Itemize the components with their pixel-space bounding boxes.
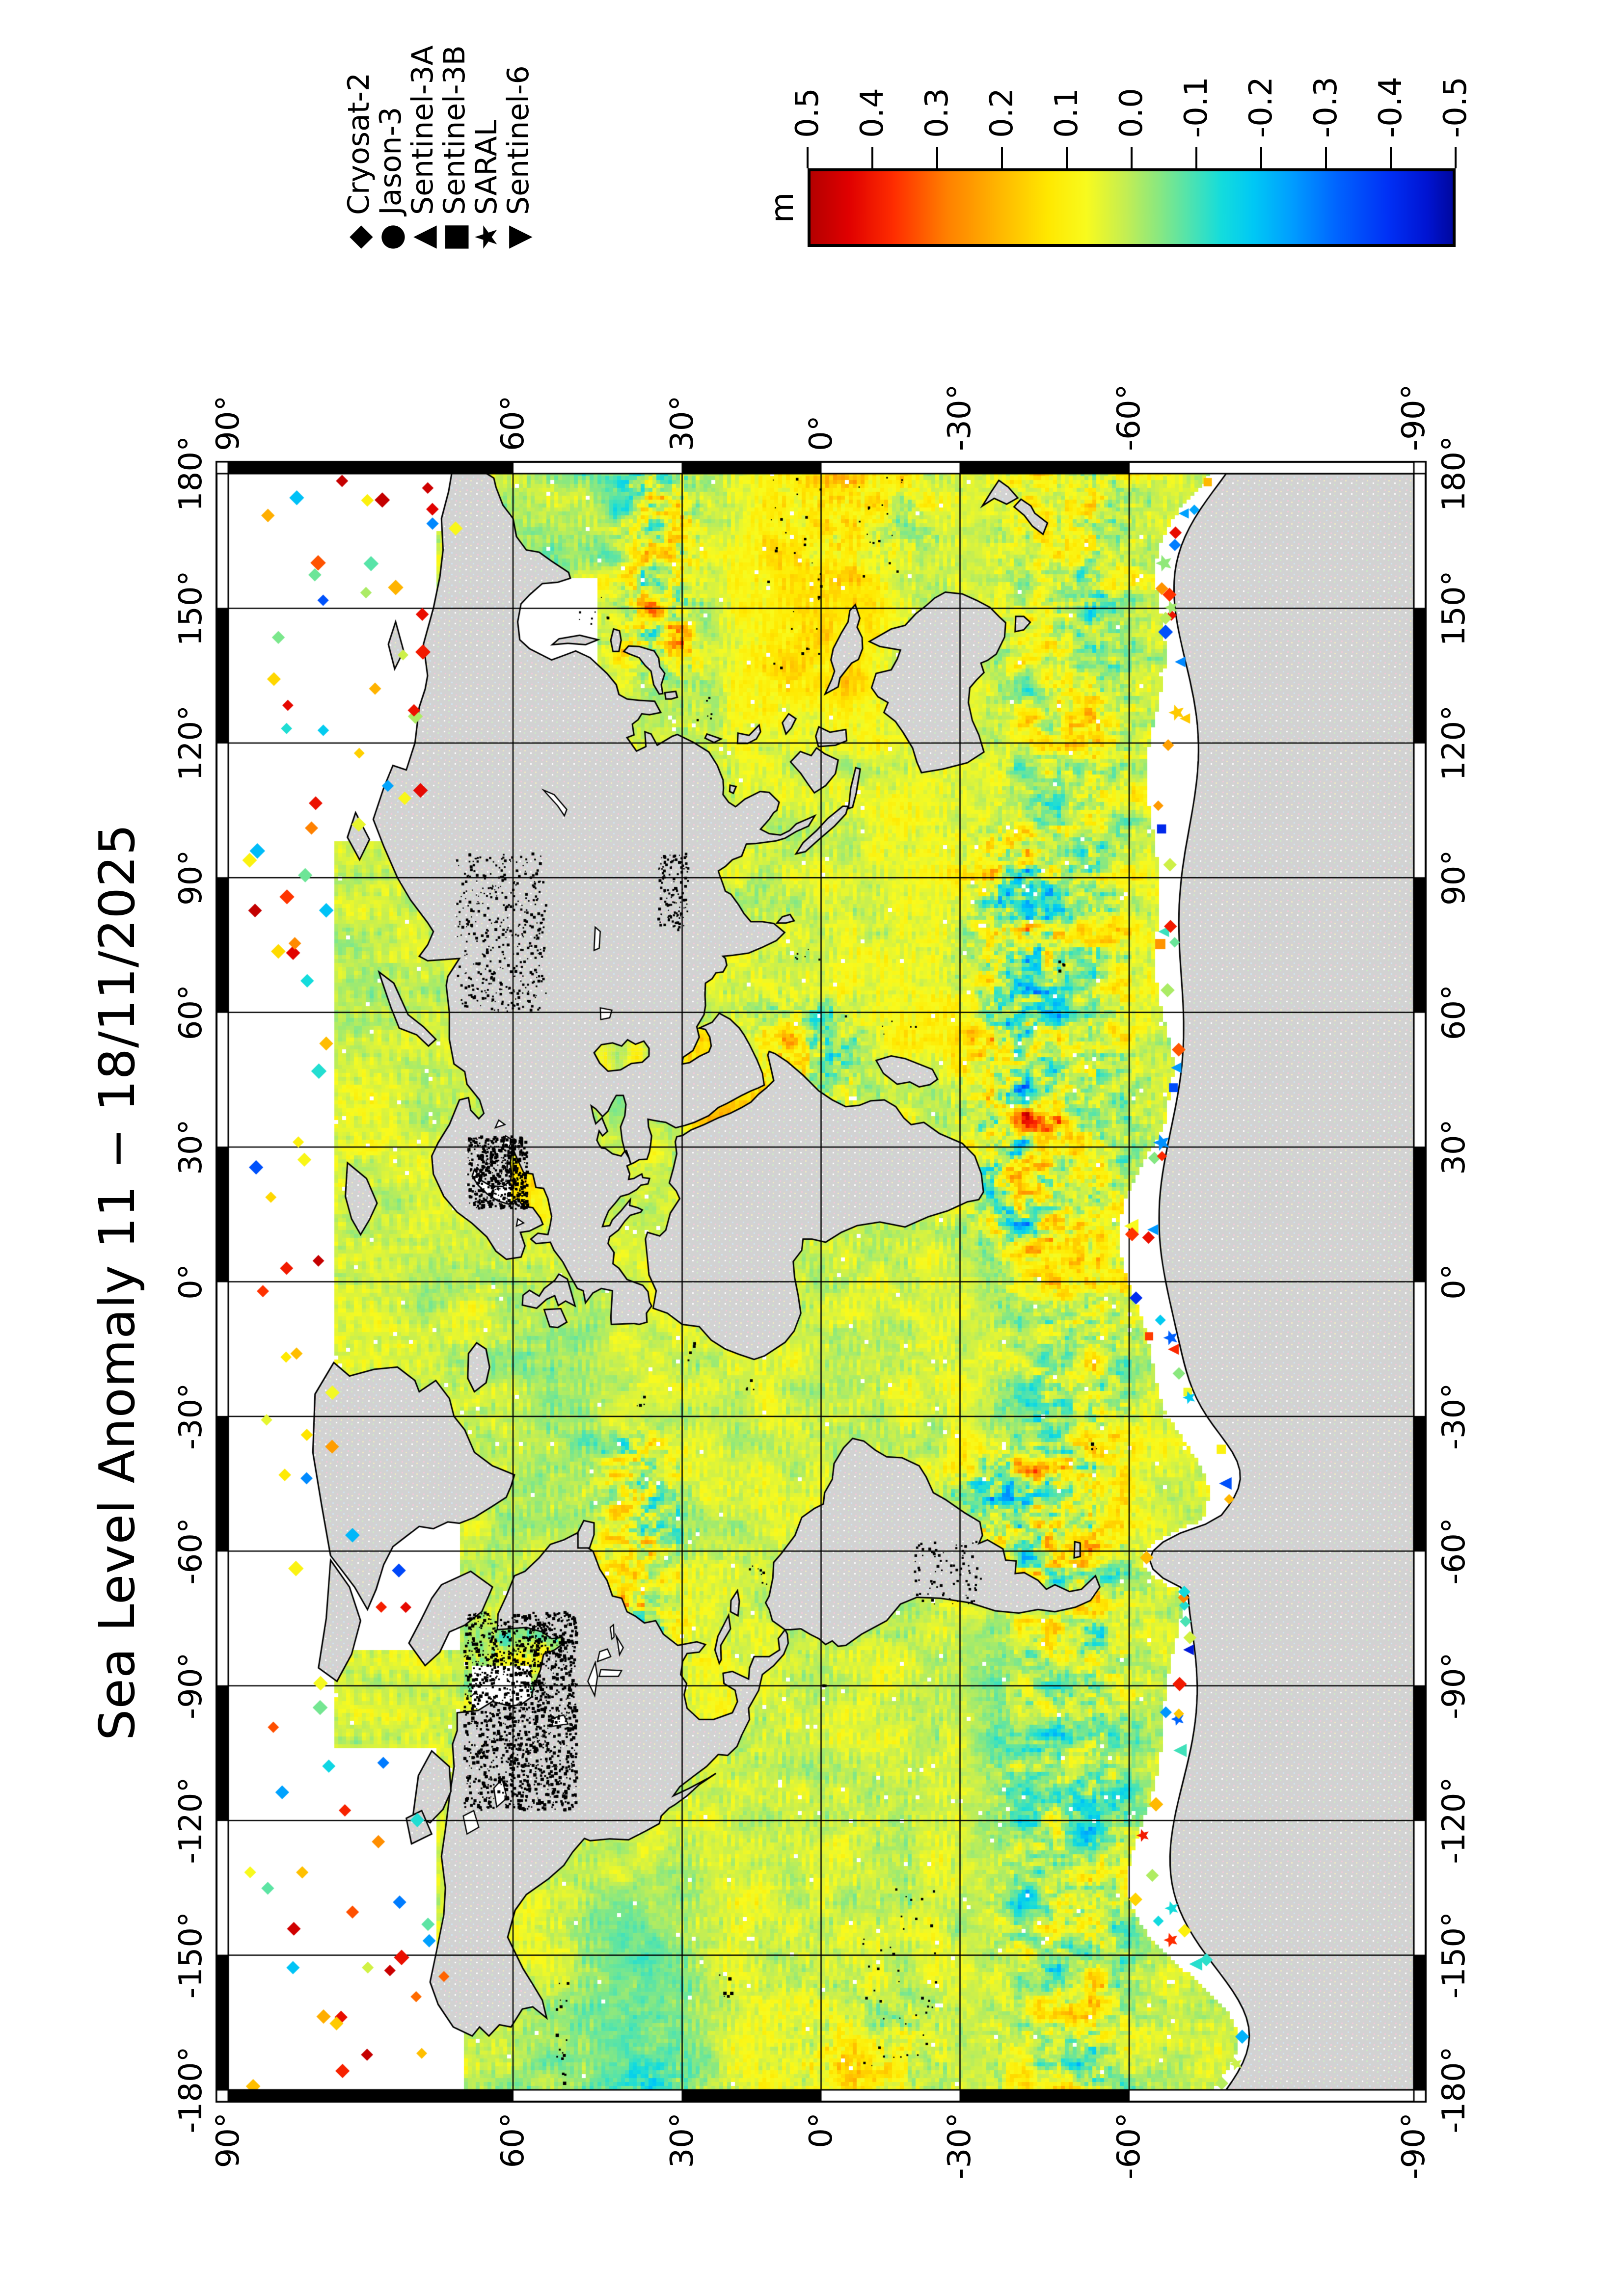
legend-satellite-name: Sentinel-3B: [437, 45, 472, 215]
lat-label-left--30: -30°: [942, 2112, 978, 2180]
lat-label-right-90: 90°: [210, 395, 246, 451]
lat-label-left--90: -90°: [1396, 2112, 1432, 2180]
lon-label-top--180: -180°: [173, 2046, 209, 2134]
lat-label-right--90: -90°: [1396, 384, 1432, 451]
lon-label-bottom--150: -150°: [1436, 1911, 1472, 1999]
page-title: Sea Level Anomaly 11 − 18/11/2025: [88, 823, 146, 1741]
lat-label-right-60: 60°: [495, 395, 532, 451]
lat-label-left-0: 0°: [803, 2112, 839, 2148]
lat-label-left--60: -60°: [1110, 2112, 1147, 2180]
lon-label-bottom-120: 120°: [1436, 705, 1472, 781]
colorbar-label--0.5: -0.5: [1437, 77, 1474, 138]
colorbar-label-0.3: 0.3: [919, 88, 955, 138]
lon-label-bottom-180: 180°: [1436, 435, 1472, 512]
lon-label-bottom-30: 30°: [1436, 1119, 1472, 1175]
lon-label-bottom-90: 90°: [1436, 850, 1472, 906]
colorbar-label-0.0: 0.0: [1113, 88, 1150, 138]
star-icon: ★: [468, 223, 504, 251]
colorbar-tick: [1195, 147, 1197, 168]
lon-label-bottom--60: -60°: [1436, 1518, 1472, 1585]
colorbar-tick: [1001, 147, 1003, 168]
square-icon: ■: [436, 222, 472, 252]
colorbar-tick: [1260, 147, 1262, 168]
colorbar-tick: [807, 147, 809, 168]
colorbar-label--0.4: -0.4: [1373, 77, 1409, 138]
lon-label-top--60: -60°: [173, 1518, 209, 1585]
lon-label-top-120: 120°: [173, 705, 209, 781]
lon-label-top-90: 90°: [173, 850, 209, 906]
colorbar-label-0.5: 0.5: [789, 88, 826, 138]
diamond-icon: ◆: [341, 225, 377, 249]
lat-label-left-30: 30°: [664, 2112, 701, 2168]
lon-label-top-0: 0°: [173, 1264, 209, 1300]
colorbar-tick: [1455, 147, 1457, 168]
colorbar-tick: [1131, 147, 1133, 168]
lat-label-right--30: -30°: [942, 384, 978, 451]
lat-label-left-90: 90°: [210, 2112, 246, 2168]
legend-row-sentinel-6: ▼ Sentinel-6: [500, 65, 536, 259]
lon-label-bottom--120: -120°: [1436, 1777, 1472, 1864]
lon-label-bottom--180: -180°: [1436, 2046, 1472, 2134]
lon-label-bottom--90: -90°: [1436, 1652, 1472, 1720]
lon-label-top-60: 60°: [173, 984, 209, 1041]
lon-label-top--30: -30°: [173, 1383, 209, 1450]
legend-row-saral: ★ SARAL: [468, 120, 504, 259]
legend-row-sentinel-3a: ▲ Sentinel-3A: [405, 45, 440, 259]
lon-label-top-150: 150°: [173, 570, 209, 646]
circle-icon: ●: [373, 223, 408, 251]
colorbar-tick: [1390, 147, 1392, 168]
legend-satellite-name: Sentinel-6: [501, 65, 536, 215]
colorbar-label--0.3: -0.3: [1308, 77, 1344, 138]
legend-row-cryosat-2: ◆ Cryosat-2: [341, 72, 377, 259]
colorbar-label-0.1: 0.1: [1049, 88, 1085, 138]
colorbar-tick: [936, 147, 938, 168]
lat-label-right-0: 0°: [803, 415, 839, 451]
colorbar-label-0.2: 0.2: [984, 88, 1020, 138]
lon-label-top-180: 180°: [173, 435, 209, 512]
lon-label-top-30: 30°: [173, 1119, 209, 1175]
lon-label-bottom-0: 0°: [1436, 1264, 1472, 1300]
lon-label-bottom--30: -30°: [1436, 1383, 1472, 1450]
colorbar-unit: m: [764, 192, 801, 223]
colorbar-tick: [871, 147, 873, 168]
colorbar-label-0.4: 0.4: [854, 88, 891, 138]
colorbar-label--0.2: -0.2: [1243, 77, 1279, 138]
lon-label-top--120: -120°: [173, 1777, 209, 1864]
legend-row-jason-3: ● Jason-3: [373, 107, 408, 259]
lon-label-bottom-150: 150°: [1436, 570, 1472, 646]
lon-label-top--90: -90°: [173, 1652, 209, 1720]
colorbar-label--0.1: -0.1: [1178, 77, 1215, 138]
legend-satellite-name: Jason-3: [374, 107, 408, 215]
triangle-down-icon: ▼: [500, 225, 536, 249]
legend-satellite-name: Sentinel-3A: [406, 45, 440, 215]
colorbar: [808, 168, 1456, 247]
colorbar-tick: [1066, 147, 1068, 168]
lon-label-bottom-60: 60°: [1436, 984, 1472, 1041]
legend-satellite-name: Cryosat-2: [342, 72, 376, 215]
triangle-up-icon: ▲: [405, 225, 440, 249]
lon-label-top--150: -150°: [173, 1911, 209, 1999]
colorbar-tick: [1325, 147, 1327, 168]
lat-label-left-60: 60°: [495, 2112, 532, 2168]
legend-row-sentinel-3b: ■ Sentinel-3B: [436, 45, 472, 259]
lat-label-right--60: -60°: [1110, 384, 1147, 451]
lat-label-right-30: 30°: [664, 395, 701, 451]
legend-satellite-name: SARAL: [469, 120, 504, 215]
